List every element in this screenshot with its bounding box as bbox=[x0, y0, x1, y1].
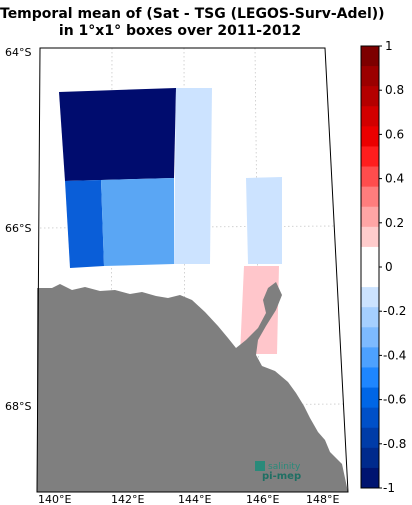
map-title: Temporal mean of (Sat - TSG (LEGOS-Surv-… bbox=[0, 6, 385, 40]
colorbar-segment bbox=[361, 46, 379, 67]
pi-mep-logo: salinity pi-mep bbox=[255, 461, 301, 482]
lon-label: 148°E bbox=[306, 493, 339, 505]
data-box[interactable] bbox=[65, 180, 104, 268]
colorbar-tick-label: -0.2 bbox=[383, 304, 406, 318]
colorbar-tick-label: 0.8 bbox=[385, 83, 404, 97]
lat-label: 68°S bbox=[5, 400, 31, 413]
colorbar-tick-label: 1 bbox=[385, 39, 393, 53]
colorbar-segment bbox=[361, 166, 379, 188]
longitude-labels: 140°E 142°E 144°E 146°E 148°E bbox=[38, 493, 339, 505]
colorbar-segment bbox=[361, 427, 379, 449]
data-box[interactable] bbox=[246, 177, 282, 264]
colorbar-segment bbox=[361, 226, 379, 248]
data-box[interactable] bbox=[101, 178, 174, 266]
colorbar-segment bbox=[361, 407, 379, 429]
colorbar-segment bbox=[361, 287, 379, 308]
colorbar-segment bbox=[361, 307, 379, 328]
colorbar-tick-label: 0 bbox=[385, 260, 393, 274]
map-frame bbox=[36, 47, 349, 493]
logo-line-2: pi-mep bbox=[262, 471, 301, 482]
lat-label: 64°S bbox=[5, 46, 31, 59]
colorbar-segment bbox=[361, 387, 379, 409]
data-boxes bbox=[59, 88, 282, 354]
data-box[interactable] bbox=[59, 88, 176, 181]
logo-mark bbox=[255, 461, 265, 471]
colorbar-segment bbox=[361, 126, 379, 147]
colorbar-segment bbox=[361, 327, 379, 348]
title-line-1: Temporal mean of (Sat - TSG (LEGOS-Surv-… bbox=[0, 6, 385, 22]
colorbar-segment bbox=[361, 246, 379, 268]
colorbar-tick-label: -0.6 bbox=[383, 393, 406, 407]
colorbar-segment bbox=[361, 186, 379, 208]
data-box[interactable] bbox=[174, 88, 212, 264]
colorbar-tick-label: 0.6 bbox=[385, 127, 404, 141]
lon-label: 146°E bbox=[246, 493, 279, 505]
map-panel: salinity pi-mep bbox=[36, 47, 349, 493]
colorbar-tick-label: -0.8 bbox=[383, 437, 406, 451]
colorbar: 1 0.8 0.6 0.4 0.2 0 -0.2 -0.4 -0.6 -0.8 -1 bbox=[360, 39, 406, 495]
colorbar-segment bbox=[361, 367, 379, 388]
latitude-labels: 64°S 66°S 68°S bbox=[5, 46, 31, 413]
colorbar-segment bbox=[361, 467, 379, 489]
colorbar-tick-label: -0.4 bbox=[383, 348, 406, 362]
antarctica-land bbox=[37, 282, 348, 492]
colorbar-tick-label: 0.2 bbox=[385, 216, 404, 230]
lat-label: 66°S bbox=[5, 222, 31, 235]
lon-label: 142°E bbox=[111, 493, 144, 505]
lon-label: 144°E bbox=[178, 493, 211, 505]
title-line-2: in 1°x1° boxes over 2011-2012 bbox=[58, 23, 302, 39]
colorbar-segment bbox=[361, 267, 379, 288]
colorbar-segment bbox=[361, 106, 379, 127]
colorbar-tick-label: 0.4 bbox=[385, 172, 404, 186]
colorbar-segment bbox=[361, 146, 379, 167]
lon-label: 140°E bbox=[38, 493, 71, 505]
colorbar-tick-label: -1 bbox=[383, 481, 395, 495]
colorbar-segment bbox=[361, 86, 379, 107]
colorbar-segment bbox=[361, 66, 379, 87]
colorbar-segment bbox=[361, 447, 379, 469]
logo-line-1: salinity bbox=[268, 462, 301, 472]
colorbar-segment bbox=[361, 347, 379, 368]
colorbar-segment bbox=[361, 206, 379, 228]
